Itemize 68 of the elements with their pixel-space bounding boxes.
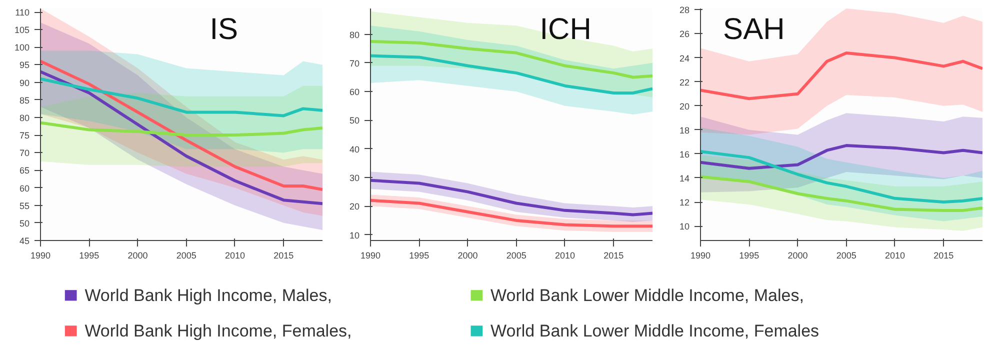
y-tick-label: 90 [19,78,30,88]
chart-title: ICH [540,13,592,46]
x-tick-label: 2015 [274,250,294,260]
legend-label: World Bank Lower Middle Income, Females [490,321,820,340]
y-tick-label: 95 [19,60,30,70]
y-tick-label: 22 [679,77,690,88]
x-tick-label: 1995 [79,250,100,260]
line-series [40,60,322,192]
y-tick-label: 80 [19,112,30,123]
line-series [700,144,982,170]
line-series [40,70,322,206]
x-tick-label: 1990 [360,250,381,260]
x-tick-label: 2010 [884,250,906,260]
x-tick-label: 1990 [690,250,711,260]
line-series [370,178,652,216]
y-tick-label: 60 [349,87,360,98]
y-tick-label: 20 [679,101,690,112]
x-tick-label: 1990 [30,250,51,260]
line-series [40,77,322,118]
y-tick-label: 60 [19,183,30,194]
x-tick-label: 2005 [836,250,856,260]
chart-title: IS [210,13,238,46]
legend-label: World Bank Lower Middle Income, Males, [490,286,804,305]
y-tick-label: 30 [349,172,360,183]
legend-label: World Bank High Income, Males, [84,286,332,305]
y-tick-label: 65 [19,166,30,176]
y-tick-label: 100 [14,42,30,53]
y-tick-label: 12 [679,198,690,208]
y-tick-label: 18 [679,125,690,136]
y-tick-label: 40 [349,144,360,154]
y-tick-label: 10 [349,230,360,240]
y-tick-label: 14 [679,173,690,184]
line-series [40,121,322,137]
y-tick-label: 16 [679,149,690,160]
x-tick-label: 2010 [554,250,576,260]
chart-title: SAH [723,13,785,46]
x-tick-label: 1995 [739,250,760,260]
x-tick-label: 2005 [176,250,196,260]
line-series [700,175,982,212]
y-tick-label: 55 [19,200,30,211]
y-tick-label: 110 [15,8,30,18]
y-tick-label: 50 [349,116,360,126]
y-tick-label: 70 [349,58,360,68]
x-tick-label: 2000 [788,250,808,260]
y-tick-label: 10 [679,222,690,232]
y-tick-label: 20 [349,202,360,212]
line-series [700,150,982,204]
y-tick-label: 45 [19,236,30,246]
y-tick-label: 28 [679,5,690,16]
y-tick-label: 75 [19,130,30,141]
x-tick-label: 2000 [458,250,478,260]
line-series [370,40,652,79]
y-tick-label: 80 [349,30,360,40]
x-tick-label: 2005 [506,250,526,260]
x-tick-label: 2015 [604,250,624,260]
y-tick-label: 70 [19,148,30,158]
line-series [700,51,982,100]
legend-label: World Bank High Income, Females, [84,321,352,340]
y-tick-label: 26 [679,29,690,40]
line-series [370,54,652,94]
y-tick-label: 24 [679,53,690,64]
y-tick-label: 85 [19,95,30,106]
x-tick-label: 2000 [128,250,148,260]
x-tick-label: 2010 [224,250,246,260]
x-tick-label: 1995 [409,250,430,260]
x-tick-label: 2015 [934,250,954,260]
y-tick-label: 105 [14,25,30,36]
y-tick-label: 50 [19,218,30,228]
